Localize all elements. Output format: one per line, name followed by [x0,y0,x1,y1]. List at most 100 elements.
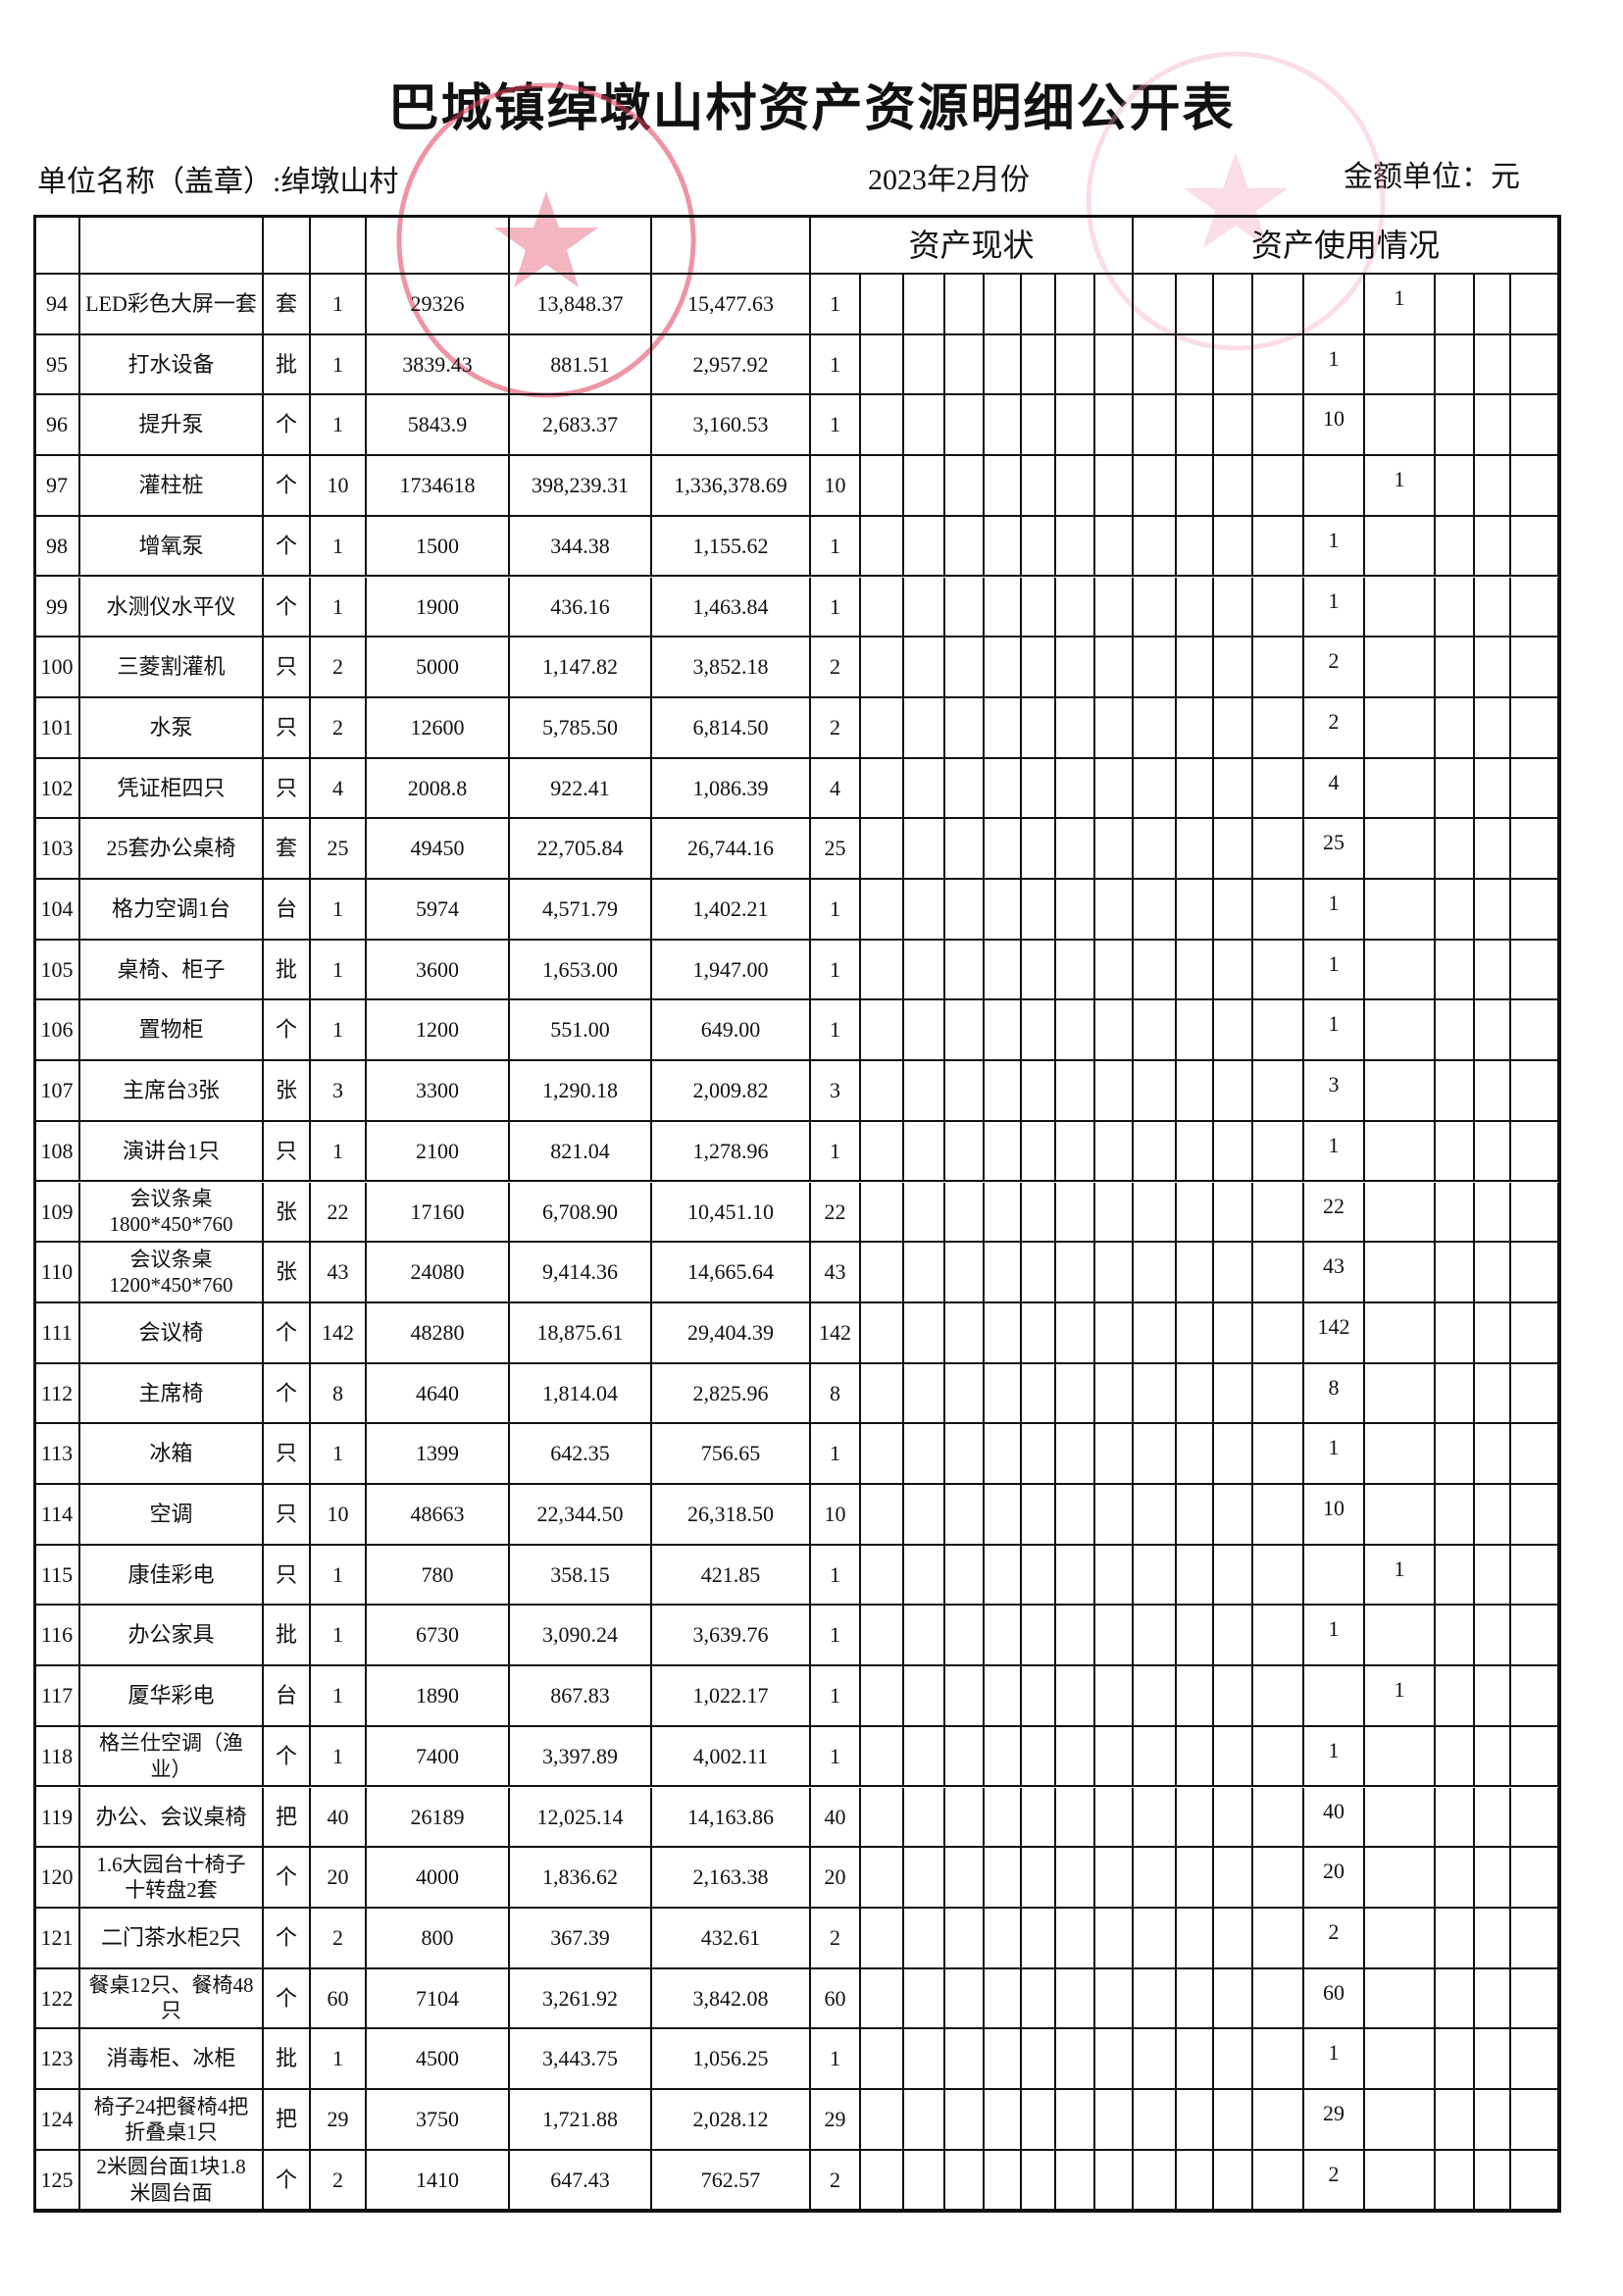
usage-subcell [1365,2150,1436,2212]
cell-name: 桌椅、柜子 [80,940,264,1001]
status-subcell [1056,1787,1095,1849]
usage-subcell [1365,819,1436,880]
usage-subcell [1177,1485,1214,1546]
cell-original: 800 [367,1908,510,1969]
cell-no: 102 [35,758,80,820]
usage-subcell [1475,880,1511,941]
usage-subcell [1365,2090,1436,2151]
cell-qty: 1 [311,2029,367,2090]
cell-qty: 8 [311,1363,367,1425]
usage-subcell [1134,1485,1177,1546]
status-subcell [1095,275,1134,335]
usage-subcell [1214,275,1253,335]
cell-no: 115 [35,1545,80,1607]
usage-subcell [1134,275,1177,335]
status-subcell [945,1787,985,1849]
usage-subcell [1177,1302,1214,1364]
cell-original: 3600 [367,940,510,1001]
status-subcell [985,577,1022,638]
cell-unit: 个 [264,1968,311,2030]
status-subcell [945,2029,985,2090]
cell-no: 104 [35,880,80,941]
usage-subcell [1253,1302,1304,1364]
status-subcell [945,638,985,698]
usage-subcell [1253,1424,1304,1485]
usage-subcell [1511,516,1559,578]
status-subcell [861,1726,904,1788]
status-subcell [904,334,945,396]
usage-subcell [1214,1606,1253,1667]
usage-subcell [1365,1908,1436,1969]
cell-usage: 3 [1304,1061,1365,1122]
status-subcell [904,819,945,880]
usage-group-header: 资产使用情况 [1134,217,1559,275]
cell-usage: 1 [1304,880,1365,941]
usage-subcell [1436,1243,1475,1303]
status-subcell [1022,1302,1056,1364]
status-subcell [1022,880,1056,941]
usage-subcell [1134,1424,1177,1485]
cell-no: 119 [35,1787,80,1849]
status-subcell [1056,1485,1095,1546]
status-subcell [985,758,1022,820]
usage-subcell [1214,638,1253,698]
cell-no: 100 [35,638,80,698]
status-subcell [904,880,945,941]
cell-qty: 20 [311,1848,367,1909]
status-subcell [1056,638,1095,698]
usage-subcell [1253,456,1304,517]
cell-unit: 批 [264,2029,311,2090]
cell-status-qty: 10 [811,1485,861,1546]
cell-name: 提升泵 [80,395,264,457]
status-subcell [1022,1121,1056,1183]
cell-original: 3300 [367,1061,510,1122]
status-subcell [1056,1302,1095,1364]
status-subcell [1056,516,1095,578]
status-subcell [1022,456,1056,517]
usage-subcell [1365,758,1436,820]
usage-subcell [1436,1848,1475,1909]
cell-no: 120 [35,1848,80,1909]
cell-net: 3,639.76 [652,1606,811,1667]
cell-qty: 1 [311,1606,367,1667]
status-subcell [861,456,904,517]
status-subcell [985,1302,1022,1364]
usage-subcell [1134,1848,1177,1909]
status-subcell [1022,334,1056,396]
cell-no: 112 [35,1363,80,1425]
cell-no: 122 [35,1968,80,2030]
cell-status-qty: 2 [811,638,861,698]
cell-net: 1,336,378.69 [652,456,811,517]
usage-subcell [1253,1243,1304,1303]
cell-net: 762.57 [652,2150,811,2212]
cell-original: 48663 [367,1485,510,1546]
cell-depreciation: 3,090.24 [510,1606,652,1667]
usage-subcell [1253,1061,1304,1122]
status-subcell [904,1182,945,1244]
cell-status-qty: 142 [811,1302,861,1364]
usage-subcell [1436,1485,1475,1546]
status-subcell [985,456,1022,517]
cell-qty: 10 [311,1485,367,1546]
cell-depreciation: 22,344.50 [510,1485,652,1546]
status-subcell [1056,2150,1095,2212]
cell-no: 113 [35,1424,80,1485]
cell-depreciation: 18,875.61 [510,1302,652,1364]
cell-usage: 10 [1304,1485,1365,1546]
usage-subcell [1253,1182,1304,1244]
status-subcell [985,395,1022,457]
cell-name: 增氧泵 [80,516,264,578]
usage-subcell [1511,638,1559,698]
cell-name: 2米圆台面1块1.8 米圆台面 [80,2150,264,2212]
usage-subcell [1253,577,1304,638]
status-subcell [1056,395,1095,457]
status-subcell [904,275,945,335]
usage-subcell [1134,1606,1177,1667]
usage-subcell [1214,1968,1253,2030]
usage-subcell [1253,2150,1304,2212]
usage-subcell [1214,758,1253,820]
cell-depreciation: 1,814.04 [510,1363,652,1425]
usage-subcell [1475,2150,1511,2212]
status-subcell [1022,516,1056,578]
cell-net: 15,477.63 [652,275,811,335]
